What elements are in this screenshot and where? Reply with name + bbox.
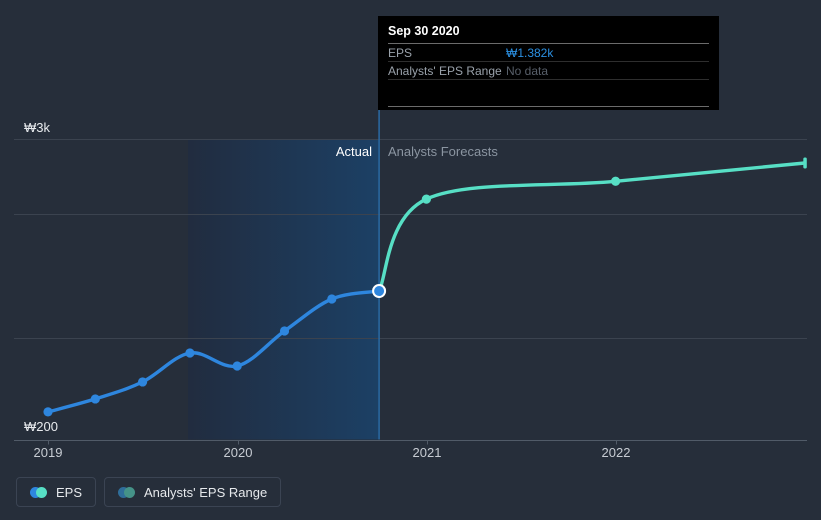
eps-actual-point-1[interactable] xyxy=(90,394,100,404)
tooltip-eps-row: EPS ₩1.382k xyxy=(388,44,709,62)
tooltip-bottom-divider xyxy=(388,106,709,107)
tooltip-eps-label: EPS xyxy=(388,45,413,60)
tooltip-range-label: Analysts' EPS Range xyxy=(388,63,502,78)
tooltip-eps-value: ₩1.382k xyxy=(506,45,554,60)
forecast-label: Analysts Forecasts xyxy=(388,144,498,159)
x-tick-2020: 2020 xyxy=(223,445,253,460)
eps-actual-point-2[interactable] xyxy=(138,377,148,387)
eps-forecast-point-2[interactable] xyxy=(611,176,621,186)
tooltip-range-value: No data xyxy=(506,63,549,78)
eps-actual-point-0[interactable] xyxy=(43,407,53,417)
legend-eps-label: EPS xyxy=(56,484,83,500)
x-tick-2019: 2019 xyxy=(33,445,63,460)
legend: EPS Analysts' EPS Range xyxy=(16,477,282,507)
actual-label: Actual xyxy=(335,144,372,159)
eps-series-dots-icon xyxy=(30,486,47,498)
y-axis-top-label: ₩3k xyxy=(24,120,50,135)
hover-tooltip: Sep 30 2020 EPS ₩1.382k Analysts' EPS Ra… xyxy=(378,16,719,110)
eps-actual-point-5[interactable] xyxy=(279,326,290,336)
x-tick-2022: 2022 xyxy=(601,445,631,460)
y-axis-bottom-label: ₩200 xyxy=(24,419,58,434)
hovered-data-point[interactable] xyxy=(372,283,387,298)
past-year-highlight-band xyxy=(188,140,380,440)
eps-actual-point-6[interactable] xyxy=(327,294,337,304)
eps-actual-point-3[interactable] xyxy=(185,348,195,358)
eps-actual-point-4[interactable] xyxy=(232,361,242,371)
x-tick-2021: 2021 xyxy=(412,445,442,460)
legend-eps-range-label: Analysts' EPS Range xyxy=(144,484,268,500)
forecast-end-cap xyxy=(803,157,807,169)
eps-range-dots-icon xyxy=(118,486,136,498)
legend-eps-range-button[interactable]: Analysts' EPS Range xyxy=(104,477,282,507)
tooltip-range-row: Analysts' EPS Range No data xyxy=(388,62,709,80)
eps-forecast-line xyxy=(377,161,807,293)
tooltip-date-title: Sep 30 2020 xyxy=(388,21,709,44)
legend-eps-button[interactable]: EPS xyxy=(16,477,97,507)
eps-forecast-point-1[interactable] xyxy=(421,194,431,204)
